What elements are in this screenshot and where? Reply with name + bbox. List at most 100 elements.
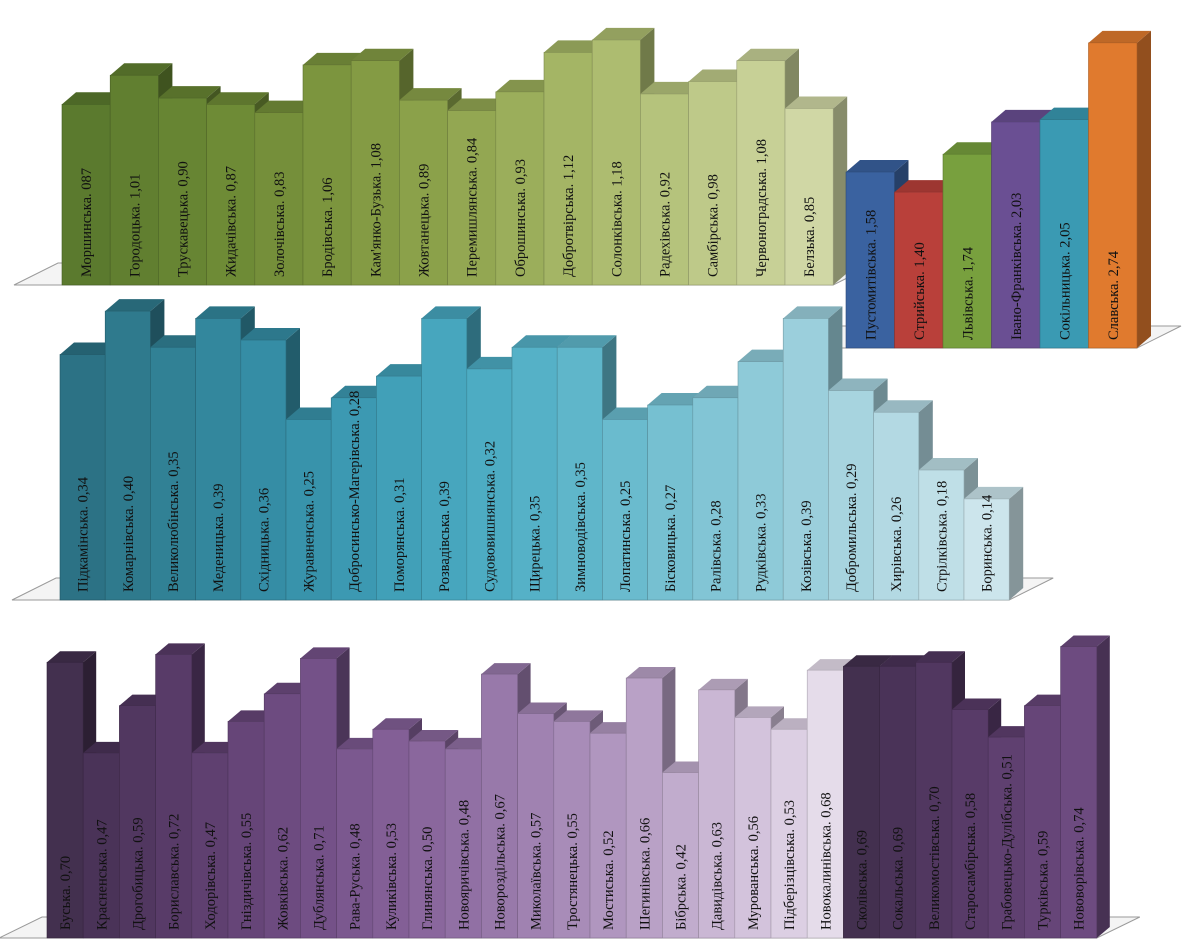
bar-top	[150, 335, 210, 348]
bar-label: Рудківська. 0,33	[754, 493, 770, 592]
bar-label: Жовтанецька. 0,89	[417, 164, 433, 277]
bar	[1024, 705, 1061, 939]
bar	[421, 318, 468, 601]
bar-top	[688, 69, 751, 82]
bar-top	[155, 643, 205, 655]
bar-top	[918, 458, 978, 470]
bar-top	[517, 702, 567, 714]
bar-top	[915, 651, 965, 663]
bar-label: Рава-Руська. 0,48	[348, 823, 364, 930]
bar-top	[785, 96, 848, 109]
bar	[330, 397, 377, 601]
bar-label: Хирівська. 0,26	[889, 497, 905, 592]
chart-4: Буська. 0,70 Красненська. 0,47 Дрогобицька…	[0, 635, 1141, 939]
bar	[987, 736, 1025, 939]
bar-label: Гніздичівська. 0,55	[239, 813, 255, 930]
bar	[350, 60, 400, 286]
bar	[942, 153, 992, 349]
bar-label: Трускавецька. 0,90	[176, 161, 192, 277]
bar	[543, 52, 593, 286]
bar-group: Самбірська. 0,98	[688, 69, 751, 286]
bar-label: Новокалинівська. 0,68	[818, 792, 834, 930]
bar-label: Сокальська. 0,69	[891, 827, 907, 930]
bar-top	[843, 655, 893, 667]
bar	[589, 732, 627, 939]
bar-top	[331, 385, 391, 398]
bar-label: Пустомитівська. 1,58	[863, 210, 879, 340]
bar-group: Добросинсько-Магерівська. 0,28	[330, 385, 391, 601]
bar-label: Журавненська. 0,25	[302, 471, 318, 592]
bar-label: Бродівська. 1,06	[320, 177, 336, 277]
bar-label: Новороздільська. 0,67	[493, 794, 509, 930]
bar-label: Лопатинська. 0,25	[618, 481, 634, 592]
bar-label: Моршинська. 087	[79, 168, 95, 277]
bar-group: Белзька. 0,85	[784, 96, 848, 286]
bar	[963, 498, 1010, 601]
bar	[737, 361, 784, 601]
bar	[300, 658, 337, 939]
bar-top	[692, 385, 752, 398]
bar	[511, 346, 558, 601]
bar-label: Солонківська. 1,18	[609, 161, 625, 277]
bar-label: Судововишнянська. 0,32	[482, 441, 498, 592]
bar-top	[846, 160, 909, 173]
bar-label: Івано-Франківська. 2,03	[1009, 193, 1025, 340]
bar	[195, 318, 242, 601]
bar-top	[647, 393, 707, 405]
bar-top	[409, 730, 459, 742]
bar-label: Жидачівська. 0,87	[224, 166, 240, 277]
bar-label: Шегинівська. 0,66	[637, 818, 653, 930]
bar	[150, 346, 196, 601]
bar-top	[952, 698, 1002, 710]
bar-group: Боринська. 0,14	[963, 486, 1024, 601]
bar	[61, 104, 111, 286]
bar	[399, 99, 448, 286]
bar-side	[1096, 635, 1110, 938]
bar-top	[254, 100, 317, 113]
bar-top	[399, 88, 462, 101]
bar	[873, 411, 920, 601]
bar	[770, 728, 808, 939]
bar-label: Мостиська. 0,52	[601, 830, 617, 930]
bar-top	[738, 349, 798, 362]
bar	[879, 665, 917, 939]
bar-label: Дрогобицька. 0,59	[131, 817, 147, 930]
bar	[104, 310, 151, 601]
bar	[625, 677, 663, 939]
bar-top	[421, 306, 481, 319]
bar	[845, 171, 895, 349]
bar-label: Розвадівська. 0,39	[437, 481, 453, 592]
bar-label: Буська. 0,70	[58, 856, 74, 930]
bar	[240, 339, 287, 601]
bar-top	[736, 48, 799, 61]
bar	[991, 121, 1041, 349]
bar	[591, 39, 641, 286]
bar	[843, 665, 880, 939]
bar-top	[557, 335, 617, 348]
bar-label: Миколаївська. 0,57	[529, 813, 545, 930]
bar-label: Підкамінська. 0,34	[76, 476, 92, 592]
bar-top	[602, 407, 662, 420]
bar	[784, 108, 834, 286]
bar-label: Підберізцівська. 0,53	[782, 800, 798, 930]
bar-group: Нововорівська. 0,74	[1060, 635, 1110, 939]
bar-top	[240, 328, 300, 340]
bar-label: Добротвірська. 1,12	[561, 155, 577, 277]
bar-top	[894, 180, 957, 193]
bar	[206, 104, 256, 286]
bar-label: Червоноградська. 1,08	[754, 139, 770, 277]
bar-label: Радехівська. 0,92	[658, 172, 674, 277]
bar-top	[626, 667, 676, 679]
bar-group: Буська. 0,70	[46, 651, 97, 939]
bar-label: Перемишлянська. 0,84	[465, 137, 481, 277]
bar	[336, 748, 374, 939]
bar-label: Нововорівська. 0,74	[1072, 807, 1088, 930]
chart-2: Пустомитівська. 1,58 Стрийська. 1,40 Львів…	[797, 30, 1182, 349]
bar-label: Турківська. 0,59	[1036, 831, 1052, 930]
bar-top	[47, 651, 97, 663]
bar-top	[1060, 635, 1110, 647]
bar-side	[1137, 30, 1151, 349]
bar-label: Старосамбірська. 0,58	[963, 793, 979, 930]
bar-label: Ралівська. 0,28	[708, 500, 724, 592]
bar-label: Дублянська. 0,71	[312, 825, 328, 930]
